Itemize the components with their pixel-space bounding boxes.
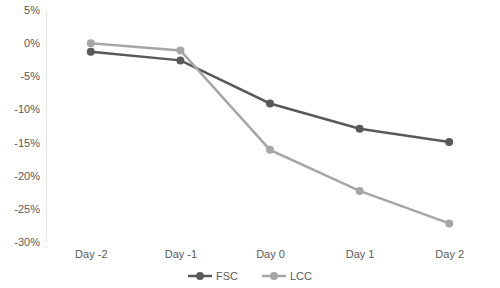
y-tick: 0%: [24, 37, 46, 49]
y-tick-label: 0%: [24, 37, 40, 49]
series-marker: [87, 39, 95, 47]
x-tick-label: Day -2: [75, 248, 107, 260]
legend-marker: [270, 272, 278, 280]
y-tick: -30%: [14, 236, 46, 248]
chart: -30%-25%-20%-15%-10%-5%0%5%Day -2Day -1D…: [0, 0, 500, 288]
legend-item: FSC: [188, 270, 238, 282]
y-tick: -10%: [14, 103, 46, 115]
series-line: [91, 52, 449, 142]
x-axis: Day -2 Day -1 Day 0 Day 1 Day 2: [47, 242, 495, 260]
legend-label: FSC: [216, 270, 238, 282]
y-tick: -25%: [14, 203, 46, 215]
legend: FSC LCC: [188, 270, 312, 282]
y-tick-label: -30%: [14, 236, 40, 248]
y-tick-label: -10%: [14, 103, 40, 115]
y-tick-label: -20%: [14, 170, 40, 182]
series-marker: [445, 219, 453, 227]
legend-label: LCC: [290, 270, 312, 282]
y-tick: -15%: [14, 137, 46, 149]
legend-item: LCC: [262, 270, 312, 282]
series-marker: [87, 48, 95, 56]
x-tick: Day -2: [75, 242, 107, 260]
x-tick-label: Day 1: [346, 248, 375, 260]
x-tick-label: Day -1: [165, 248, 197, 260]
y-tick: 5%: [24, 4, 46, 16]
x-tick: Day 1: [346, 242, 375, 260]
legend-marker: [196, 272, 204, 280]
x-tick-label: Day 0: [256, 248, 285, 260]
series-marker: [176, 56, 184, 64]
y-tick-label: 5%: [24, 4, 40, 16]
x-tick: Day 2: [435, 242, 464, 260]
y-tick: -20%: [14, 170, 46, 182]
series-marker: [266, 146, 274, 154]
y-tick-label: -15%: [14, 137, 40, 149]
y-axis: -30% -25% -20% -15% -10% -5% 0% 5%: [14, 4, 46, 248]
plot-area: [87, 39, 453, 227]
series-line: [91, 43, 449, 223]
series-marker: [356, 125, 364, 133]
y-tick-label: -25%: [14, 203, 40, 215]
series-marker: [176, 46, 184, 54]
x-tick-label: Day 2: [435, 248, 464, 260]
y-tick: -5%: [20, 70, 46, 82]
x-tick: Day -1: [165, 242, 197, 260]
y-tick-label: -5%: [20, 70, 40, 82]
y-axis-line: [46, 11, 47, 243]
x-axis-line: [47, 242, 495, 243]
series-marker: [445, 138, 453, 146]
series-marker: [266, 99, 274, 107]
x-tick: Day 0: [256, 242, 285, 260]
series-marker: [356, 187, 364, 195]
